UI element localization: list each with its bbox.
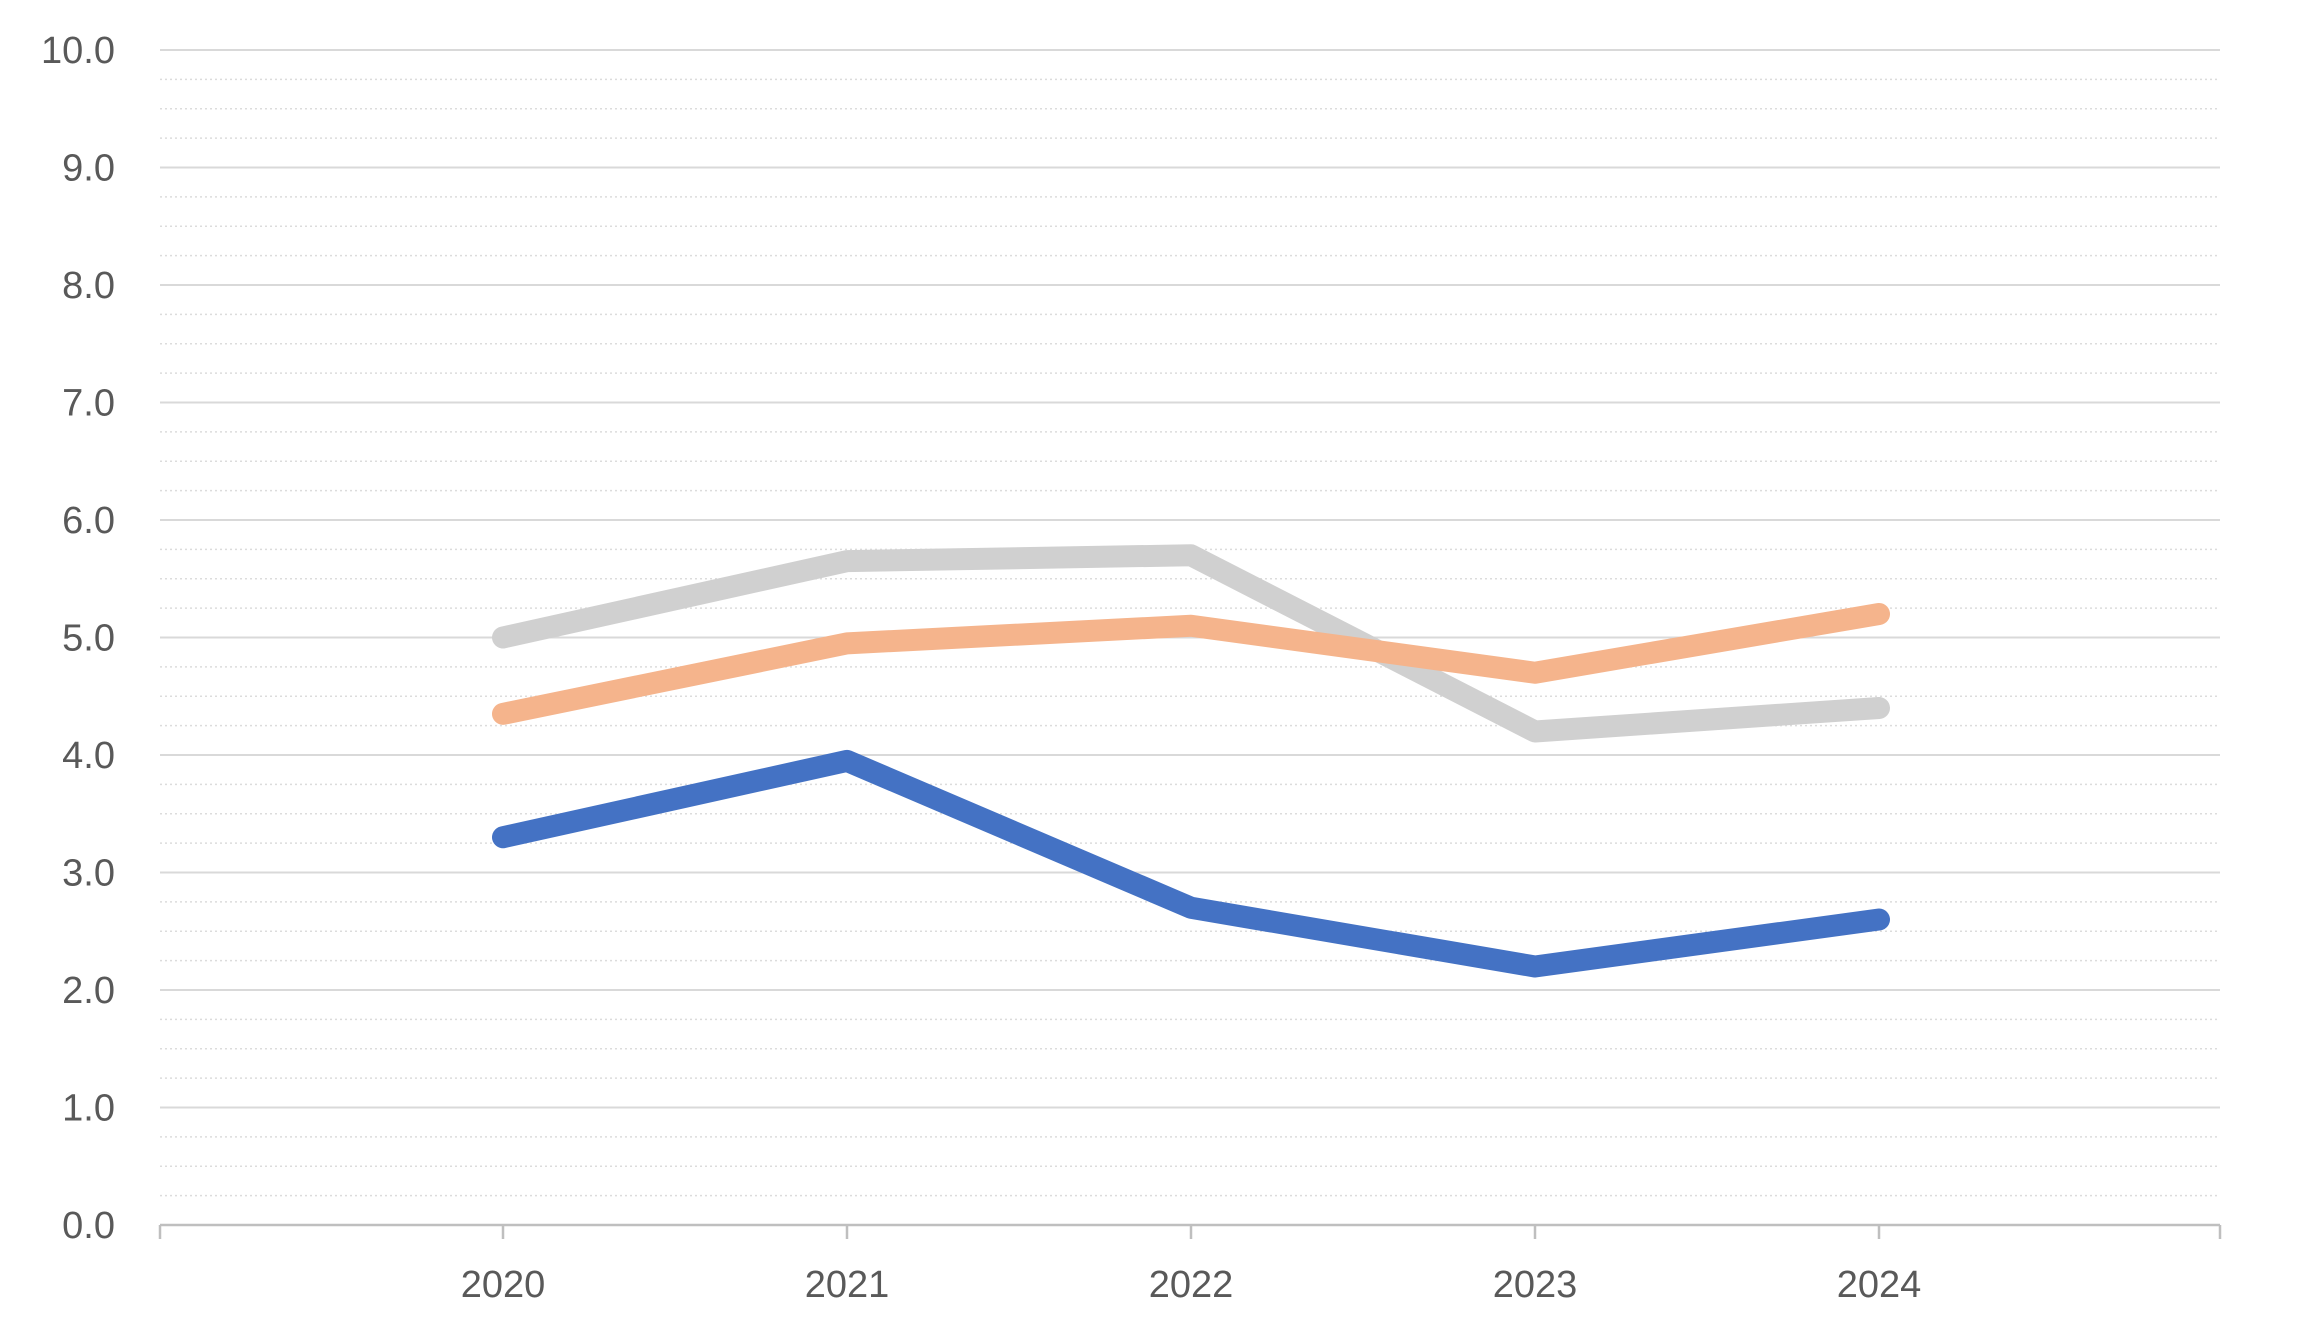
- y-tick-label: 7.0: [62, 383, 115, 425]
- x-tick-label: 2023: [1493, 1264, 1578, 1306]
- series-line-1: [492, 544, 1890, 743]
- x-tick-label: 2021: [805, 1264, 890, 1306]
- y-tick-label: 1.0: [62, 1088, 115, 1130]
- series-lines: [492, 544, 1890, 978]
- x-axis: [158, 1223, 2222, 1239]
- x-tick-label: 2024: [1837, 1264, 1922, 1306]
- y-tick-label: 0.0: [62, 1205, 115, 1247]
- y-tick-label: 5.0: [62, 618, 115, 660]
- y-tick-label: 9.0: [62, 148, 115, 190]
- y-tick-label: 10.0: [41, 30, 115, 72]
- series-line-3: [492, 749, 1890, 978]
- y-tick-label: 6.0: [62, 500, 115, 542]
- y-tick-label: 4.0: [62, 735, 115, 777]
- x-tick-label: 2020: [461, 1264, 546, 1306]
- series-line-2: [492, 603, 1890, 725]
- y-axis-tick-labels: 0.0 1.0 2.0 3.0 4.0 5.0 6.0 7.0 8.0 9.0 10.0: [41, 30, 115, 1247]
- x-tick-label: 2022: [1149, 1264, 1234, 1306]
- y-tick-label: 2.0: [62, 970, 115, 1012]
- y-tick-label: 8.0: [62, 265, 115, 307]
- x-axis-tick-labels: 2020 2021 2022 2023 2024: [461, 1264, 1922, 1306]
- y-tick-label: 3.0: [62, 853, 115, 895]
- grid: [160, 49, 2220, 1197]
